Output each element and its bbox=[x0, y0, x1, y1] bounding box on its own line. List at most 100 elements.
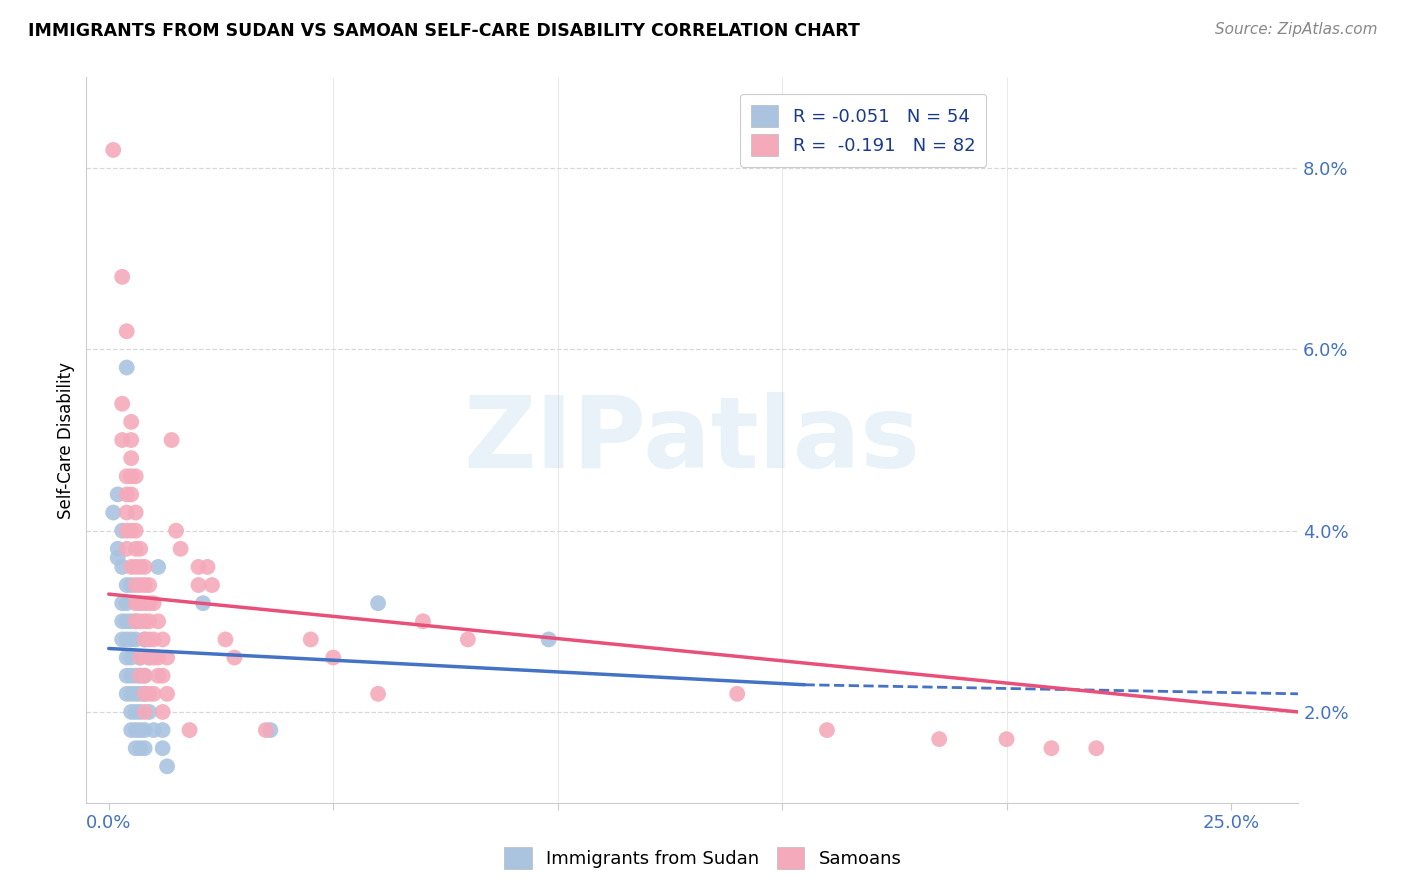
Point bbox=[124, 560, 146, 574]
Point bbox=[179, 723, 201, 737]
Point bbox=[115, 324, 138, 338]
Point bbox=[367, 596, 389, 610]
Point bbox=[124, 469, 146, 483]
Point bbox=[928, 732, 950, 747]
Point bbox=[124, 687, 146, 701]
Point bbox=[129, 578, 152, 592]
Point bbox=[152, 705, 174, 719]
Point bbox=[129, 669, 152, 683]
Point bbox=[120, 705, 142, 719]
Legend: Immigrants from Sudan, Samoans: Immigrants from Sudan, Samoans bbox=[495, 838, 911, 879]
Point bbox=[115, 506, 138, 520]
Point bbox=[124, 615, 146, 629]
Point bbox=[124, 578, 146, 592]
Point bbox=[129, 560, 152, 574]
Point bbox=[120, 487, 142, 501]
Point bbox=[134, 615, 156, 629]
Point bbox=[725, 687, 748, 701]
Point bbox=[815, 723, 838, 737]
Point bbox=[367, 687, 389, 701]
Text: Source: ZipAtlas.com: Source: ZipAtlas.com bbox=[1215, 22, 1378, 37]
Point bbox=[129, 615, 152, 629]
Point bbox=[111, 632, 134, 647]
Point bbox=[134, 632, 156, 647]
Point bbox=[120, 723, 142, 737]
Point bbox=[187, 578, 209, 592]
Point bbox=[115, 632, 138, 647]
Point bbox=[138, 705, 160, 719]
Point bbox=[107, 487, 129, 501]
Point bbox=[1040, 741, 1063, 756]
Point bbox=[115, 596, 138, 610]
Point bbox=[115, 669, 138, 683]
Point bbox=[201, 578, 224, 592]
Point bbox=[152, 669, 174, 683]
Point bbox=[111, 615, 134, 629]
Point bbox=[120, 615, 142, 629]
Point bbox=[124, 506, 146, 520]
Point bbox=[214, 632, 236, 647]
Point bbox=[142, 723, 165, 737]
Point bbox=[299, 632, 322, 647]
Point bbox=[254, 723, 277, 737]
Point bbox=[129, 596, 152, 610]
Point bbox=[120, 524, 142, 538]
Point bbox=[103, 143, 125, 157]
Point bbox=[138, 687, 160, 701]
Point bbox=[134, 705, 156, 719]
Point bbox=[115, 650, 138, 665]
Point bbox=[129, 669, 152, 683]
Point bbox=[115, 541, 138, 556]
Point bbox=[129, 687, 152, 701]
Point bbox=[120, 415, 142, 429]
Point bbox=[107, 541, 129, 556]
Point bbox=[142, 596, 165, 610]
Point bbox=[152, 741, 174, 756]
Point bbox=[124, 524, 146, 538]
Point bbox=[120, 469, 142, 483]
Point bbox=[995, 732, 1018, 747]
Point bbox=[138, 632, 160, 647]
Point bbox=[146, 615, 169, 629]
Point bbox=[115, 687, 138, 701]
Point bbox=[412, 615, 434, 629]
Point bbox=[129, 741, 152, 756]
Point bbox=[322, 650, 344, 665]
Point bbox=[138, 596, 160, 610]
Point bbox=[124, 632, 146, 647]
Point bbox=[111, 596, 134, 610]
Point bbox=[138, 578, 160, 592]
Point bbox=[224, 650, 246, 665]
Point bbox=[115, 524, 138, 538]
Point bbox=[124, 615, 146, 629]
Point bbox=[120, 433, 142, 447]
Point bbox=[120, 687, 142, 701]
Point bbox=[160, 433, 183, 447]
Point bbox=[124, 669, 146, 683]
Point bbox=[152, 723, 174, 737]
Point bbox=[111, 269, 134, 284]
Point bbox=[120, 560, 142, 574]
Point bbox=[156, 650, 179, 665]
Point bbox=[142, 632, 165, 647]
Point bbox=[124, 541, 146, 556]
Point bbox=[134, 687, 156, 701]
Point bbox=[115, 469, 138, 483]
Point bbox=[124, 596, 146, 610]
Point bbox=[124, 705, 146, 719]
Point bbox=[129, 705, 152, 719]
Point bbox=[124, 723, 146, 737]
Point bbox=[111, 524, 134, 538]
Text: ZIPatlas: ZIPatlas bbox=[464, 392, 921, 489]
Point bbox=[115, 578, 138, 592]
Point bbox=[191, 596, 214, 610]
Point bbox=[115, 615, 138, 629]
Point bbox=[134, 632, 156, 647]
Point bbox=[1085, 741, 1108, 756]
Point bbox=[120, 451, 142, 466]
Point bbox=[134, 596, 156, 610]
Point bbox=[115, 487, 138, 501]
Point bbox=[146, 669, 169, 683]
Point bbox=[134, 687, 156, 701]
Point bbox=[134, 723, 156, 737]
